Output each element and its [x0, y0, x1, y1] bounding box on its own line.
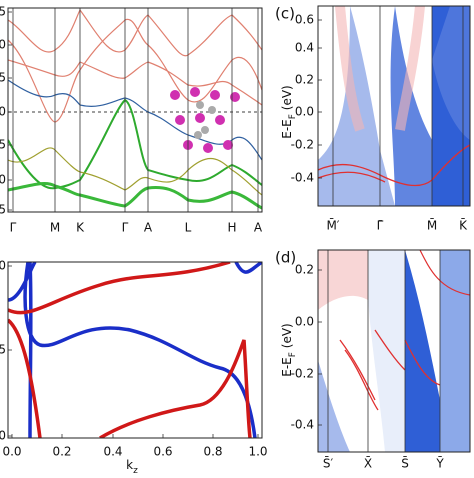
x-tick-label: 0.8 [203, 445, 222, 459]
y-tick-label: 0.0 [295, 105, 314, 119]
y-tick-label: 5 [0, 343, 6, 357]
y-tick-label: -0.2 [291, 367, 314, 381]
spectral-c [318, 6, 470, 206]
x-tick-label: A [254, 221, 263, 235]
x-tick-label: 0.6 [153, 445, 172, 459]
y-tick-label: 5 [0, 138, 6, 152]
x-axis-label: kz [126, 458, 138, 475]
spectral-d [318, 250, 470, 452]
y-tick-label: 0.2 [295, 263, 314, 277]
y-tick-label: -0.2 [291, 138, 314, 152]
y-tick-label: 0 [0, 429, 6, 443]
x-tick-label: Γ [10, 221, 17, 235]
y-tick-label: -0.4 [291, 418, 314, 432]
panel-label: (d) [275, 249, 296, 267]
x-tick-label: L [185, 221, 192, 235]
x-tick-label: 1.0 [248, 445, 267, 459]
x-tick-label: S̄ [401, 456, 409, 470]
x-tick-label: 0.0 [2, 445, 21, 459]
y-tick-label: 5 [0, 71, 6, 85]
x-tick-label: H [227, 221, 236, 235]
atom-structure [170, 87, 240, 153]
x-tick-label: Γ [122, 221, 129, 235]
y-tick-label: -0.4 [291, 171, 314, 185]
y-tick-label: 5 [0, 203, 6, 217]
x-tick-label: A [144, 221, 153, 235]
x-tick-label: S̄′ [323, 456, 334, 470]
x-tick-label: K̄ [459, 218, 468, 232]
y-tick-label: 0.0 [295, 315, 314, 329]
band-curves [8, 8, 262, 210]
x-tick-label: 0.4 [103, 445, 122, 459]
y-tick-label: 0.6 [295, 13, 314, 27]
axes-frame [7, 261, 263, 439]
x-tick-label: M̄′ [326, 218, 339, 232]
x-tick-label: K [76, 221, 85, 235]
y-tick-label: 0 [0, 173, 6, 187]
x-tick-label: 0.2 [52, 445, 71, 459]
y-axis-label: E-EF (eV) [280, 323, 298, 376]
axes-frame [317, 249, 471, 453]
y-tick-label: 0.2 [295, 73, 314, 87]
axes-frame [317, 5, 471, 207]
x-tick-label: Γ̄ [377, 219, 384, 233]
y-tick-label: 0.4 [295, 41, 314, 55]
y-tick-label: 0 [0, 259, 6, 273]
y-axis-label: E-EF (eV) [280, 85, 298, 138]
kz-curves [8, 262, 262, 438]
y-tick-label: 0 [0, 105, 6, 119]
axes-frame [7, 7, 263, 213]
x-tick-label: M̄ [427, 218, 437, 232]
x-tick-label: Ȳ [435, 457, 444, 471]
y-tick-label: 5 [0, 5, 6, 19]
panel-label: (c) [275, 5, 295, 23]
x-tick-label: M [50, 221, 60, 235]
x-tick-label: X̄ [364, 456, 372, 470]
y-tick-label: 0 [0, 38, 6, 52]
